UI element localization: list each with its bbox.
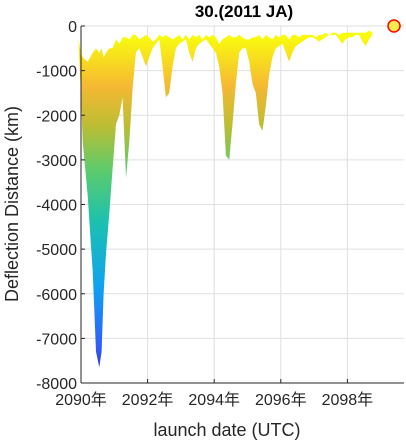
y-tick-label: -4000 xyxy=(36,198,77,215)
x-tick-labels: 2090年 2092年 2094年 2096年 2098年 xyxy=(55,391,373,409)
y-axis-label: Deflection Distance (km) xyxy=(2,106,22,302)
y-tick-label: 0 xyxy=(68,19,77,36)
x-axis-label: launch date (UTC) xyxy=(153,420,300,440)
x-tick-label: 2090年 xyxy=(55,391,107,409)
highlight-marker xyxy=(387,19,401,33)
y-tick-labels: 0 -1000 -2000 -3000 -4000 -5000 -6000 -7000 -800… xyxy=(36,19,77,393)
chart-title: 30.(2011 JA) xyxy=(195,2,293,21)
x-tick-label: 2092年 xyxy=(122,391,174,409)
data-series xyxy=(78,30,373,368)
axes xyxy=(80,25,404,384)
y-tick-label: -2000 xyxy=(36,108,77,125)
y-tick-label: -5000 xyxy=(36,242,77,259)
x-tick-label: 2096年 xyxy=(255,391,307,409)
x-tick-label: 2094年 xyxy=(188,391,240,409)
x-tick-label: 2098年 xyxy=(322,391,374,409)
y-tick-label: -8000 xyxy=(36,376,77,393)
y-tick-label: -3000 xyxy=(36,153,77,170)
y-tick-label: -7000 xyxy=(36,331,77,348)
y-tick-label: -1000 xyxy=(36,64,77,81)
deflection-area-series xyxy=(78,30,373,368)
marker-layer xyxy=(387,19,401,33)
y-tick-label: -6000 xyxy=(36,287,77,304)
